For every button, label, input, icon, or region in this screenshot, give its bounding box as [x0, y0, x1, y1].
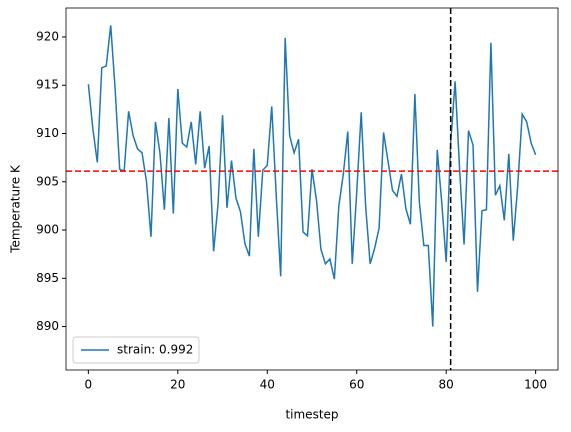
x-tick-label: 80 — [439, 378, 454, 392]
y-tick-label: 890 — [36, 319, 59, 333]
x-tick-label: 40 — [260, 378, 275, 392]
y-tick-label: 895 — [36, 271, 59, 285]
legend-box — [72, 336, 200, 364]
y-tick-label: 915 — [36, 78, 59, 92]
x-tick-label: 0 — [85, 378, 93, 392]
axes-frame — [65, 7, 559, 371]
x-axis-label: timestep — [285, 408, 338, 422]
y-tick-label: 920 — [36, 29, 59, 43]
x-tick-label: 100 — [524, 378, 547, 392]
x-tick-label: 60 — [349, 378, 364, 392]
y-tick-label: 905 — [36, 174, 59, 188]
y-axis-label: Temperature K — [9, 164, 23, 254]
x-tick-label: 20 — [170, 378, 185, 392]
y-tick-label: 900 — [36, 223, 59, 237]
data-line — [87, 25, 537, 327]
legend-label: strain: 0.992 — [117, 343, 193, 357]
y-tick-label: 910 — [36, 126, 59, 140]
